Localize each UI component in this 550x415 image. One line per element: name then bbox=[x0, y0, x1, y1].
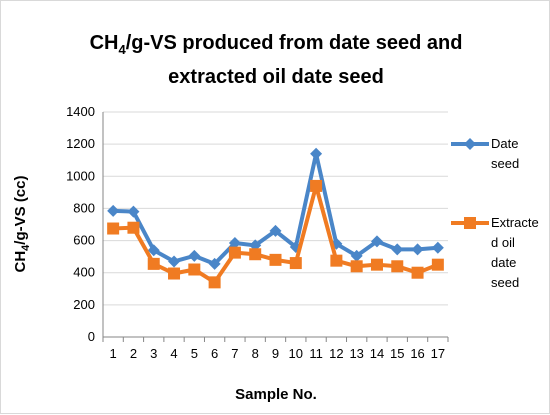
y-tick-label: 1400 bbox=[66, 104, 95, 119]
x-tick-label: 2 bbox=[130, 346, 137, 361]
data-point bbox=[310, 179, 323, 192]
legend-label: Extracte d oil date seed bbox=[491, 215, 539, 290]
gridlines bbox=[103, 111, 448, 306]
x-tick-label: 15 bbox=[390, 346, 404, 361]
data-point bbox=[269, 224, 282, 237]
x-tick-label: 17 bbox=[431, 346, 445, 361]
x-tick-label: 14 bbox=[370, 346, 384, 361]
y-axis-title: CH4/g-VS (cc) bbox=[12, 176, 32, 273]
data-point bbox=[391, 243, 404, 256]
legend: Date seed Extracte d oil date seed bbox=[451, 136, 539, 290]
y-tick-label: 600 bbox=[73, 233, 95, 248]
data-point bbox=[127, 205, 140, 218]
data-point bbox=[188, 249, 201, 262]
x-tick-label: 8 bbox=[252, 346, 259, 361]
x-tick-label: 3 bbox=[150, 346, 157, 361]
data-point bbox=[228, 236, 241, 249]
x-tick-label: 11 bbox=[309, 346, 323, 361]
data-point bbox=[168, 255, 181, 268]
data-point bbox=[249, 248, 262, 261]
data-point bbox=[147, 257, 160, 270]
y-tick-label: 400 bbox=[73, 265, 95, 280]
data-point bbox=[411, 266, 424, 279]
data-point bbox=[127, 221, 140, 234]
x-tick-label: 1 bbox=[110, 346, 117, 361]
legend-marker bbox=[464, 217, 476, 229]
x-tick-label: 7 bbox=[231, 346, 238, 361]
chart-title-line: CH4/g-VS produced from date seed and bbox=[90, 32, 463, 57]
y-tick-label: 0 bbox=[88, 329, 95, 344]
y-axis-title-text: CH4/g-VS (cc) bbox=[12, 176, 32, 273]
y-tick-label: 200 bbox=[73, 297, 95, 312]
y-tick-label: 1200 bbox=[66, 136, 95, 151]
data-point bbox=[147, 244, 160, 257]
data-point bbox=[310, 147, 323, 160]
x-tick-label: 9 bbox=[272, 346, 279, 361]
data-point bbox=[107, 204, 120, 217]
data-point bbox=[208, 257, 221, 270]
series-2 bbox=[107, 179, 444, 289]
data-point bbox=[431, 241, 444, 254]
data-point bbox=[330, 254, 343, 267]
axes bbox=[102, 112, 449, 342]
data-point bbox=[370, 235, 383, 248]
data-point bbox=[370, 258, 383, 271]
legend-item-2: Extracte d oil date seed bbox=[451, 215, 539, 290]
legend-item-1: Date seed bbox=[451, 136, 519, 171]
x-tick-label: 4 bbox=[170, 346, 177, 361]
chart-title: CH4/g-VS produced from date seed and extr… bbox=[90, 32, 463, 88]
x-tick-label: 5 bbox=[191, 346, 198, 361]
data-point bbox=[431, 258, 444, 271]
data-point bbox=[168, 267, 181, 280]
data-point bbox=[411, 243, 424, 256]
data-point bbox=[391, 260, 404, 273]
data-point bbox=[289, 257, 302, 270]
chart-title-line: extracted oil date seed bbox=[168, 66, 384, 88]
y-tick-label: 1000 bbox=[66, 168, 95, 183]
legend-label: Date seed bbox=[491, 136, 519, 171]
x-tick-label: 10 bbox=[289, 346, 303, 361]
x-tick-label: 13 bbox=[349, 346, 363, 361]
y-tick-label: 800 bbox=[73, 200, 95, 215]
series-1 bbox=[107, 147, 444, 270]
data-point bbox=[208, 276, 221, 289]
y-tick-labels: 0 200 400 600 800 1000 1200 1400 bbox=[66, 104, 95, 344]
data-point bbox=[269, 253, 282, 266]
data-point bbox=[188, 263, 201, 276]
legend-marker bbox=[464, 138, 476, 150]
data-series bbox=[107, 147, 444, 289]
data-point bbox=[350, 260, 363, 273]
x-tick-label: 12 bbox=[329, 346, 343, 361]
x-axis-title: Sample No. bbox=[235, 386, 317, 403]
x-tick-label: 16 bbox=[410, 346, 424, 361]
data-point bbox=[107, 222, 120, 235]
data-point bbox=[350, 249, 363, 262]
x-tick-labels: 1 2 3 4 5 6 7 8 9 10 11 12 13 14 15 16 17 bbox=[110, 346, 446, 361]
x-tick-label: 6 bbox=[211, 346, 218, 361]
data-point bbox=[228, 246, 241, 259]
